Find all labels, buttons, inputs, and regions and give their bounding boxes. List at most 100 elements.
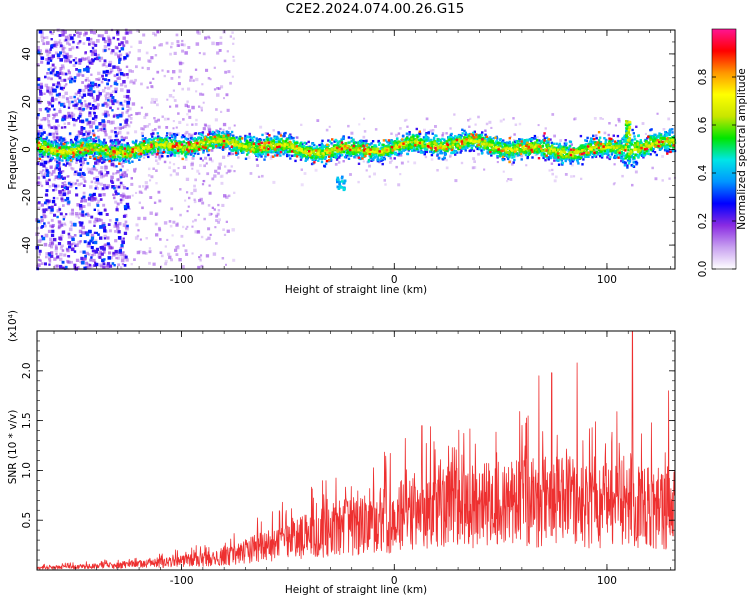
heatmap-cell	[511, 153, 514, 156]
heatmap-cell	[137, 49, 141, 53]
heatmap-cell	[349, 150, 353, 153]
heatmap-cell	[659, 148, 662, 151]
heatmap-cell	[37, 49, 40, 52]
heatmap-cell	[474, 123, 477, 126]
heatmap-cell	[266, 137, 270, 140]
heatmap-cell	[104, 30, 108, 34]
heatmap-cell	[85, 32, 88, 35]
heatmap-cell	[175, 133, 179, 136]
heatmap-cell	[177, 82, 181, 86]
heatmap-cell	[94, 43, 98, 47]
heatmap-cell	[65, 97, 69, 101]
heatmap-cell	[93, 105, 97, 109]
heatmap-cell	[64, 223, 67, 227]
heatmap-cell	[125, 123, 129, 127]
heatmap-cell	[492, 142, 495, 145]
heatmap-cell	[362, 135, 366, 139]
heatmap-cell	[418, 135, 421, 138]
heatmap-cell	[553, 179, 557, 183]
heatmap-cell	[58, 139, 61, 142]
heatmap-cell	[554, 156, 557, 159]
heatmap-cell	[478, 146, 482, 150]
heatmap-cell	[311, 158, 314, 162]
heatmap-cell	[628, 160, 632, 163]
heatmap-cell	[38, 253, 41, 256]
heatmap-cell	[106, 158, 110, 161]
heatmap-cell	[565, 142, 568, 145]
heatmap-cell	[102, 37, 106, 41]
heatmap-cell	[104, 114, 108, 118]
heatmap-cell	[460, 149, 463, 152]
heatmap-cell	[191, 167, 194, 170]
heatmap-cell	[130, 45, 133, 48]
heatmap-cell	[192, 79, 195, 82]
heatmap-cell	[154, 136, 157, 140]
heatmap-cell	[72, 64, 76, 67]
heatmap-cell	[41, 128, 45, 132]
heatmap-cell	[73, 76, 77, 79]
heatmap-cell	[135, 223, 139, 227]
heatmap-cell	[58, 34, 62, 37]
heatmap-cell	[104, 112, 107, 116]
heatmap-cell	[123, 99, 127, 103]
heatmap-cell	[100, 80, 104, 84]
heatmap-cell	[602, 118, 604, 120]
heatmap-cell	[185, 177, 190, 181]
heatmap-cell	[37, 132, 40, 136]
heatmap-cell	[81, 119, 85, 123]
heatmap-cell	[69, 145, 72, 149]
heatmap-cell	[338, 156, 341, 159]
heatmap-cell	[127, 114, 131, 118]
heatmap-cell	[576, 160, 579, 163]
heatmap-cell	[113, 113, 117, 117]
heatmap-cell	[544, 140, 548, 143]
heatmap-cell	[62, 192, 67, 197]
heatmap-cell	[173, 149, 176, 152]
heatmap-cell	[126, 89, 131, 94]
heatmap-cell	[56, 197, 59, 200]
heatmap-cell	[183, 135, 186, 138]
heatmap-cell	[156, 70, 160, 74]
heatmap-cell	[89, 107, 93, 110]
heatmap-cell	[501, 158, 505, 162]
heatmap-cell	[352, 142, 356, 145]
heatmap-cell	[180, 152, 184, 155]
heatmap-cell	[425, 138, 428, 141]
heatmap-cell	[343, 181, 346, 184]
heatmap-cell	[102, 77, 105, 81]
heatmap-cell	[656, 112, 659, 115]
heatmap-cell	[177, 155, 180, 158]
heatmap-cell	[80, 221, 84, 225]
heatmap-cell	[496, 161, 499, 164]
heatmap-cell	[120, 162, 123, 166]
heatmap-cell	[445, 149, 448, 152]
heatmap-cell	[453, 151, 456, 154]
heatmap-cell	[207, 124, 211, 129]
heatmap-cell	[182, 118, 185, 121]
heatmap-cell	[148, 167, 151, 171]
heatmap-cell	[55, 166, 58, 170]
heatmap-cell	[173, 99, 177, 102]
heatmap-cell	[137, 216, 141, 221]
heatmap-cell	[74, 244, 77, 248]
heatmap-cell	[54, 158, 58, 162]
heatmap-cell	[496, 156, 499, 159]
heatmap-cell	[58, 153, 62, 156]
heatmap-cell	[223, 233, 227, 236]
heatmap-cell	[145, 51, 149, 55]
heatmap-cell	[111, 181, 114, 184]
heatmap-cell	[55, 93, 59, 97]
heatmap-cell	[514, 154, 518, 158]
heatmap-cell	[454, 150, 458, 153]
heatmap-cell	[147, 138, 151, 141]
heatmap-cell	[39, 85, 44, 89]
heatmap-cell	[154, 98, 158, 102]
heatmap-cell	[382, 145, 385, 148]
heatmap-cell	[203, 123, 207, 127]
heatmap-cell	[61, 230, 65, 234]
heatmap-cell	[232, 59, 236, 62]
heatmap-cell	[378, 154, 381, 157]
heatmap-cell	[95, 178, 100, 182]
heatmap-cell	[177, 167, 180, 170]
heatmap-cell	[544, 159, 547, 162]
